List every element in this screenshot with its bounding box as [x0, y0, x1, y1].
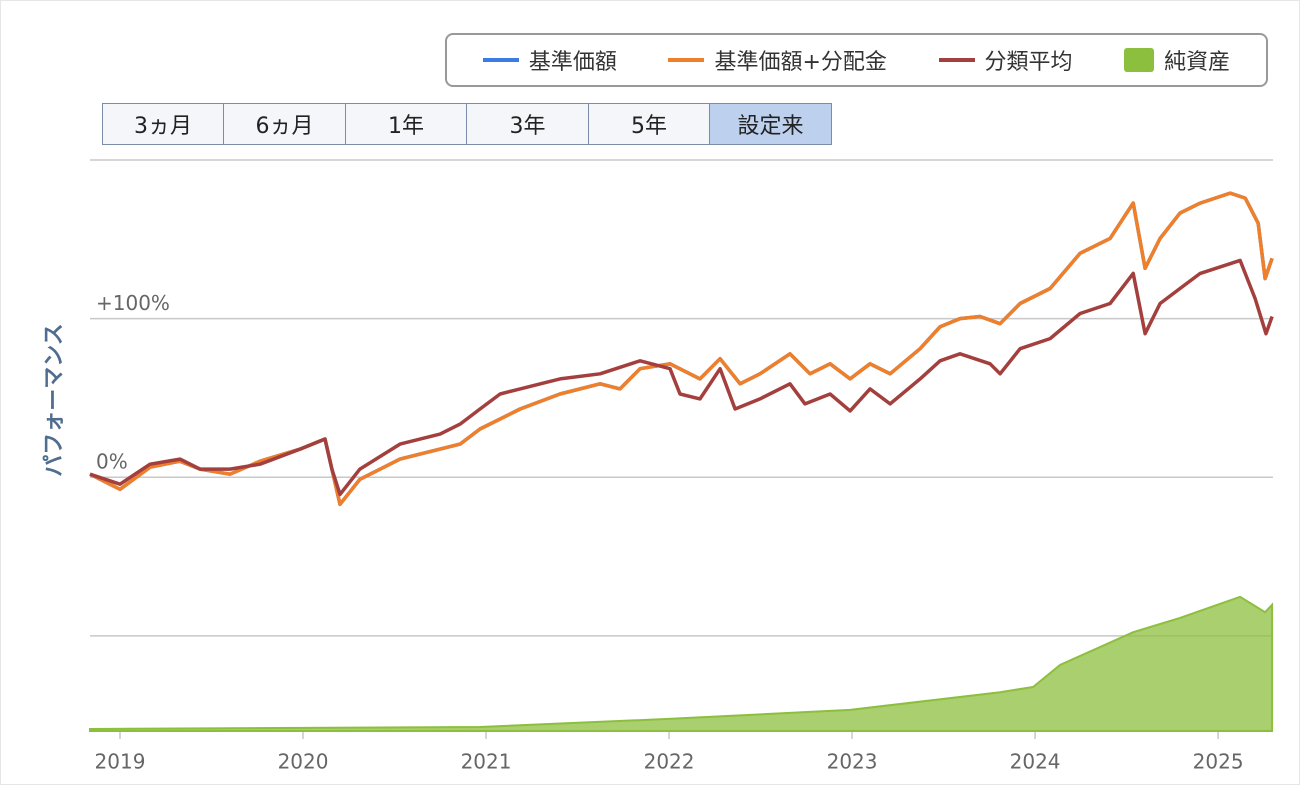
legend-item[interactable]: 純資産	[1124, 44, 1230, 76]
area	[89, 595, 1274, 732]
legend-swatch	[1124, 48, 1155, 72]
line	[89, 258, 1274, 497]
x-tick-label: 2019	[95, 750, 146, 774]
legend-swatch	[668, 58, 705, 62]
legend-label: 基準価額+分配金	[714, 50, 887, 75]
y-tick-label: 0%	[96, 450, 128, 474]
y-tick-label: +100%	[96, 291, 170, 315]
range-button[interactable]: 3年	[466, 103, 589, 145]
legend-swatch	[482, 58, 519, 62]
legend-item[interactable]: 分類平均	[938, 44, 1073, 76]
range-button[interactable]: 6ヵ月	[223, 103, 346, 145]
x-tick-label: 2025	[1193, 750, 1244, 774]
x-tick-label: 2021	[461, 750, 512, 774]
legend: 基準価額 基準価額+分配金 分類平均 純資産	[445, 33, 1268, 87]
legend-label: 基準価額	[528, 50, 617, 75]
y-axis-label: パフォーマンス	[42, 323, 67, 477]
x-tick-label: 2022	[644, 750, 695, 774]
x-tick-label: 2023	[827, 750, 878, 774]
range-button[interactable]: 3ヵ月	[101, 103, 225, 145]
legend-label: 分類平均	[984, 50, 1073, 75]
x-tick-label: 2024	[1010, 750, 1061, 774]
range-button[interactable]: 5年	[587, 103, 711, 145]
range-button[interactable]: 設定来	[709, 103, 832, 145]
legend-item[interactable]: 基準価額	[482, 44, 617, 76]
x-tick-label: 2020	[278, 750, 329, 774]
legend-swatch	[938, 58, 975, 62]
range-buttons: 3ヵ月 6ヵ月 1年 3年 5年 設定来	[101, 103, 832, 145]
legend-item[interactable]: 基準価額+分配金	[668, 44, 887, 76]
legend-label: 純資産	[1164, 50, 1231, 75]
range-button[interactable]: 1年	[344, 103, 468, 145]
line	[89, 191, 1274, 507]
